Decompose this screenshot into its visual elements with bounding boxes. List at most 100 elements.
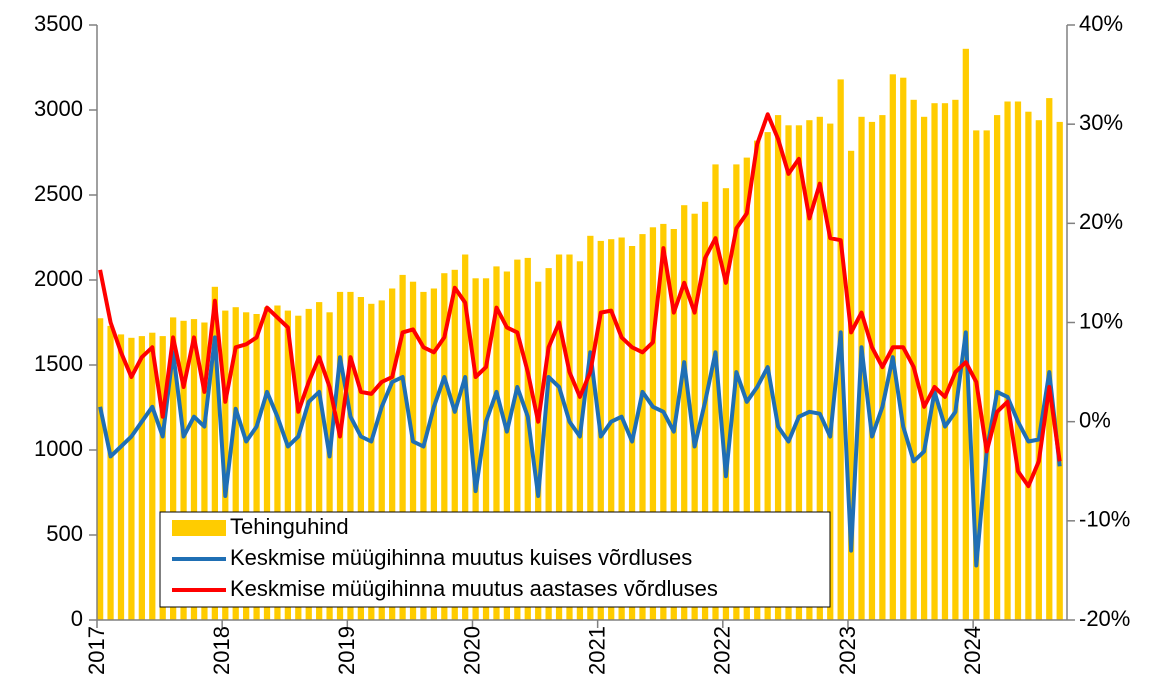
bar xyxy=(503,271,511,620)
bar xyxy=(243,312,250,620)
bar xyxy=(159,336,166,620)
bar xyxy=(462,254,469,620)
x-tick-label: 2018 xyxy=(209,626,234,675)
line-series xyxy=(98,112,1062,489)
bar xyxy=(1025,111,1032,620)
bar xyxy=(555,254,563,620)
bar xyxy=(681,205,688,620)
bar xyxy=(743,157,750,620)
bar xyxy=(389,288,396,620)
bar xyxy=(368,303,375,620)
x-tick-label: 2022 xyxy=(710,626,735,675)
bar xyxy=(847,150,855,621)
bar xyxy=(868,121,876,621)
y-tick-label: 2500 xyxy=(34,181,83,206)
x-tick-label: 2019 xyxy=(334,626,359,675)
bar xyxy=(430,288,438,620)
line-series xyxy=(98,330,1062,568)
x-tick-label: 2021 xyxy=(584,626,609,675)
bar xyxy=(1056,121,1063,621)
bar xyxy=(1046,98,1053,621)
bar xyxy=(263,307,271,620)
bar xyxy=(524,257,531,620)
bar xyxy=(983,130,990,620)
bar xyxy=(409,281,417,620)
bar xyxy=(639,234,646,620)
bar xyxy=(660,223,667,620)
bar xyxy=(180,320,187,620)
x-tick-label: 2023 xyxy=(835,626,860,675)
legend-label: Keskmise müügihinna muutus kuises võrdlu… xyxy=(230,545,692,570)
y-tick-label: 1000 xyxy=(34,436,83,461)
bar xyxy=(117,334,125,620)
bar xyxy=(378,300,385,620)
x-tick-label: 2017 xyxy=(84,626,109,675)
bar xyxy=(274,305,281,620)
y-tick-label: 2000 xyxy=(34,266,83,291)
bar xyxy=(316,302,323,620)
bar xyxy=(691,213,698,620)
bar xyxy=(451,269,458,620)
bar xyxy=(535,281,542,620)
bar xyxy=(795,125,803,621)
bar xyxy=(618,237,625,620)
y2-tick-label: 10% xyxy=(1079,308,1123,333)
bar xyxy=(399,274,406,620)
x-tick-label: 2024 xyxy=(960,626,985,675)
bar xyxy=(910,99,917,621)
bar xyxy=(347,291,354,620)
bar xyxy=(305,308,312,620)
y2-tick-label: 30% xyxy=(1079,110,1123,135)
bar xyxy=(920,116,928,621)
bar xyxy=(128,337,135,620)
legend-label: Tehinguhind xyxy=(230,514,349,539)
y-tick-label: 0 xyxy=(71,606,83,631)
y2-tick-label: -10% xyxy=(1079,507,1130,532)
y2-tick-label: -20% xyxy=(1079,606,1130,631)
legend: Tehinguhind Keskmise müügihinna muutus ku… xyxy=(159,511,831,608)
bar xyxy=(201,322,208,620)
x-tick-label: 2020 xyxy=(459,626,484,675)
bar xyxy=(973,130,980,620)
bar xyxy=(107,325,114,620)
bar xyxy=(420,291,427,620)
bar xyxy=(1035,120,1042,620)
bar xyxy=(253,314,260,620)
y-tick-label: 3500 xyxy=(34,11,83,36)
bar xyxy=(441,273,448,620)
legend-label: Keskmise müügihinna muutus aastases võrd… xyxy=(230,576,718,601)
bar xyxy=(566,254,573,620)
bar xyxy=(722,188,730,620)
bar xyxy=(1004,101,1011,620)
bar xyxy=(993,115,1001,620)
y-tick-label: 500 xyxy=(46,521,83,546)
bar xyxy=(701,201,709,621)
bar xyxy=(472,278,479,620)
bar xyxy=(170,317,177,620)
bar xyxy=(1014,101,1022,620)
y-tick-label: 1500 xyxy=(34,351,83,376)
bar xyxy=(149,332,156,620)
bar xyxy=(284,310,291,620)
bar xyxy=(941,103,949,620)
bar xyxy=(649,227,657,621)
bar xyxy=(827,123,834,620)
bar xyxy=(326,312,333,620)
bar xyxy=(138,336,145,620)
bar xyxy=(295,315,302,620)
bar xyxy=(336,291,344,620)
bar xyxy=(712,164,719,620)
legend-swatch xyxy=(172,520,226,536)
bar xyxy=(806,120,813,620)
y-tick-label: 3000 xyxy=(34,96,83,121)
bar xyxy=(545,268,552,620)
legend-box xyxy=(159,511,831,608)
bar xyxy=(232,307,239,620)
y2-tick-label: 20% xyxy=(1079,209,1123,234)
bar xyxy=(493,266,500,620)
y2-tick-label: 0% xyxy=(1079,407,1111,432)
bar xyxy=(587,235,594,621)
bar xyxy=(357,297,365,620)
bar xyxy=(754,140,761,620)
